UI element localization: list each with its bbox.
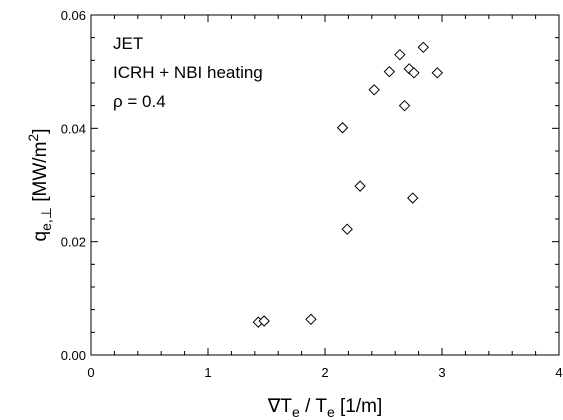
- annotation-heating: ICRH + NBI heating: [113, 63, 263, 82]
- y-axis-title-sub: e,⊥: [38, 207, 54, 231]
- y-axis-title-prefix: q: [30, 231, 51, 242]
- y-axis-title-unit-open: [MW/m: [30, 142, 51, 207]
- y-axis-title-unit-close: ]: [30, 129, 51, 134]
- y-tick-label: 0.06: [61, 8, 86, 23]
- data-point: [394, 48, 406, 61]
- x-tick-label: 1: [204, 365, 211, 380]
- x-axis-title-suffix: [1/m]: [335, 396, 383, 417]
- y-tick-label: 0.04: [61, 121, 86, 136]
- y-tick-label: 0.02: [61, 235, 86, 250]
- x-tick-label: 4: [555, 365, 562, 380]
- data-point: [383, 65, 396, 78]
- x-axis-title: ∇Te / Te [1/m]: [267, 396, 383, 420]
- data-point: [407, 192, 419, 204]
- data-point: [336, 122, 349, 134]
- x-axis-title-mid: / T: [300, 396, 327, 417]
- data-point: [431, 67, 444, 79]
- x-tick-label: 3: [438, 365, 445, 380]
- data-point: [354, 180, 366, 192]
- y-axis-title-sup: 2: [25, 134, 41, 142]
- x-axis-title-sub1: e: [292, 404, 300, 420]
- x-axis-title-sub2: e: [327, 404, 335, 420]
- annotation-device: JET: [113, 34, 143, 53]
- data-point: [305, 313, 317, 326]
- x-tick-label: 0: [87, 365, 94, 380]
- x-tick-label: 2: [321, 365, 328, 380]
- data-markers: [252, 41, 444, 328]
- data-point: [368, 84, 380, 96]
- y-tick-label: 0.00: [61, 348, 86, 363]
- data-point: [408, 67, 420, 79]
- data-point: [398, 99, 411, 112]
- annotation-radius: ρ = 0.4: [113, 92, 166, 111]
- data-point: [258, 315, 270, 327]
- y-axis-title: qe,⊥ [MW/m2]: [25, 129, 54, 242]
- data-point: [341, 223, 353, 235]
- axis-ticks: 0 1 2 3 4 0.00 0.02 0.04 0.06: [61, 8, 563, 380]
- x-axis-title-prefix: ∇T: [267, 396, 293, 417]
- data-point: [417, 41, 429, 54]
